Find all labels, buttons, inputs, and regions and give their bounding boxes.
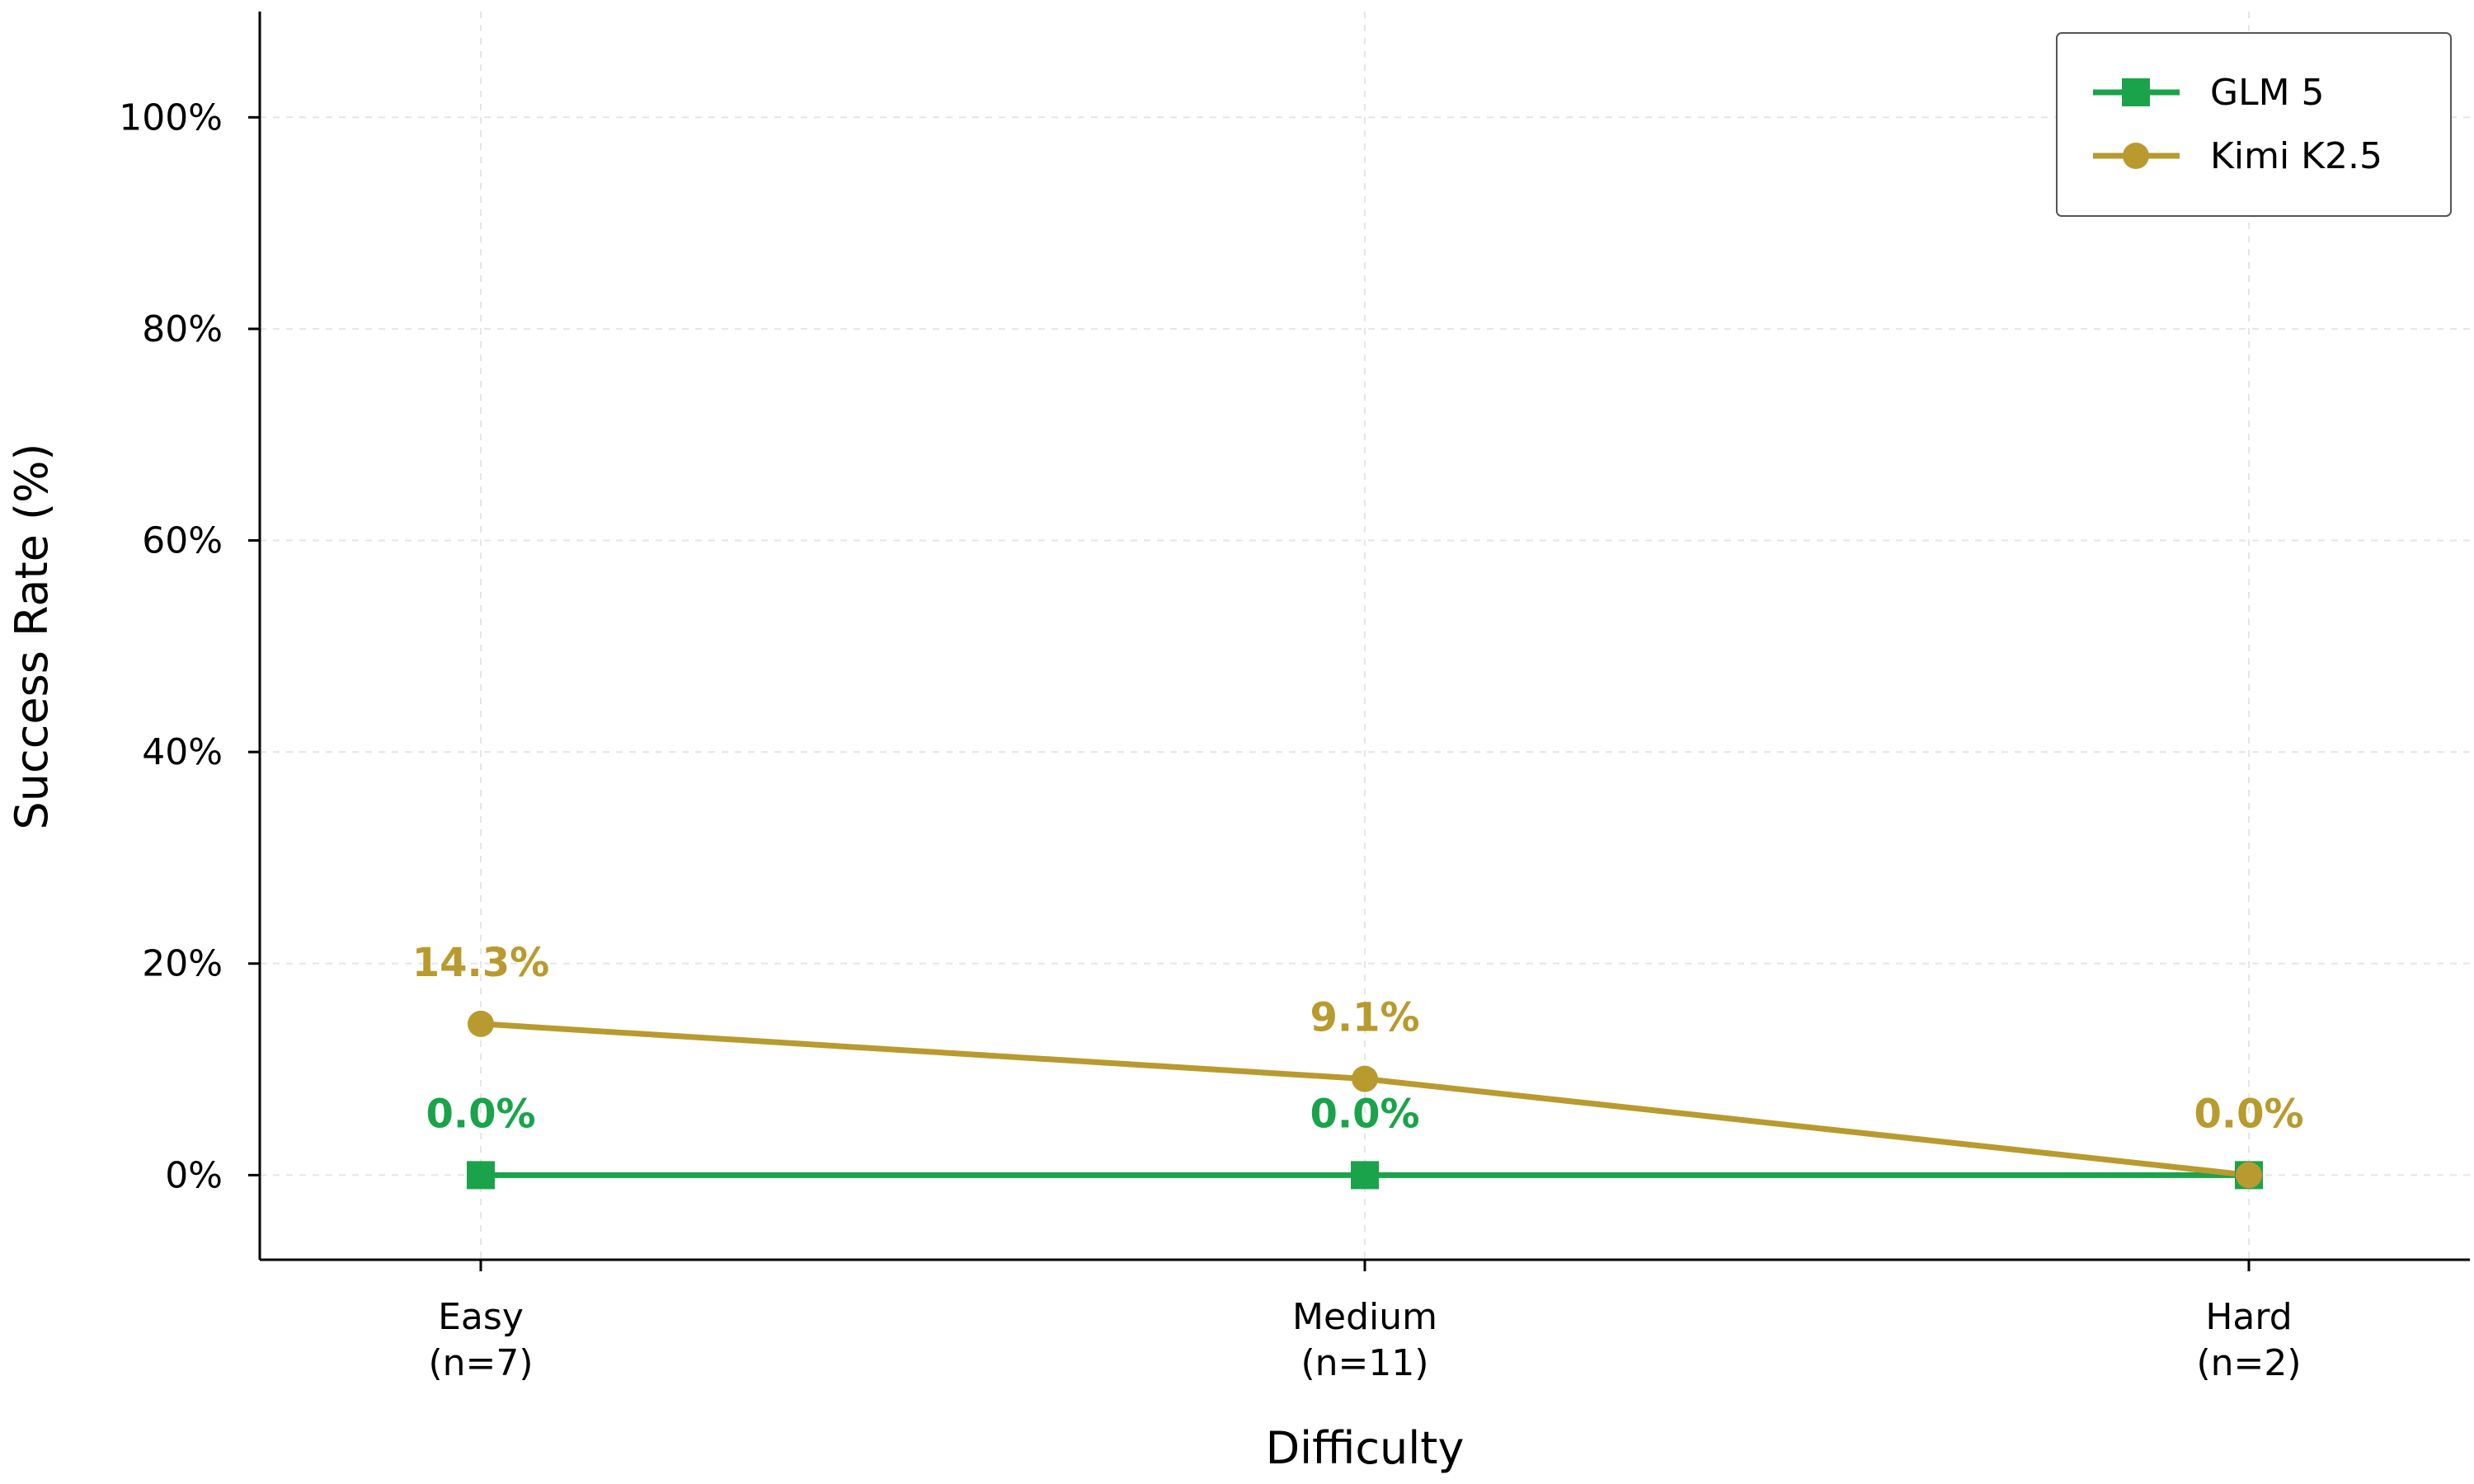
x-ticks: Easy(n=7) Medium(n=11) Hard(n=2) <box>428 1260 2302 1384</box>
x-tick-sublabel: (n=7) <box>428 1342 533 1384</box>
legend-label: GLM 5 <box>2210 72 2325 114</box>
legend: GLM 5 Kimi K2.5 <box>2056 32 2452 217</box>
y-tick-label: 20% <box>142 943 223 985</box>
data-point <box>2236 1162 2262 1189</box>
x-tick-label: Medium <box>1292 1296 1437 1338</box>
y-tick-label: 100% <box>119 96 223 139</box>
legend-marker <box>2122 78 2150 106</box>
data-point <box>467 1161 495 1190</box>
x-axis-title: Difficulty <box>1266 1422 1465 1474</box>
data-label: 0.0% <box>1310 1091 1419 1137</box>
data-labels: 0.0% 0.0% 14.3% 9.1% 0.0% <box>412 940 2304 1137</box>
data-label: 0.0% <box>426 1091 535 1137</box>
x-tick-sublabel: (n=2) <box>2196 1342 2301 1384</box>
y-tick-label: 40% <box>142 731 223 773</box>
data-label: 14.3% <box>412 940 550 986</box>
x-tick-label: Easy <box>438 1296 524 1338</box>
data-point <box>1351 1161 1379 1190</box>
y-tick-label: 80% <box>142 308 223 350</box>
y-ticks: 0% 20% 40% 60% 80% 100% <box>119 96 260 1196</box>
grid <box>260 12 2470 1260</box>
legend-box <box>2056 32 2452 217</box>
data-label: 9.1% <box>1310 995 1419 1041</box>
legend-marker <box>2123 143 2149 169</box>
y-tick-label: 60% <box>142 520 223 562</box>
data-point <box>468 1010 494 1037</box>
y-tick-label: 0% <box>165 1154 223 1196</box>
series <box>467 1010 2263 1190</box>
legend-label: Kimi K2.5 <box>2210 135 2382 177</box>
y-axis-title: Success Rate (%) <box>6 444 58 830</box>
data-label: 0.0% <box>2194 1091 2303 1137</box>
data-point <box>1352 1065 1378 1092</box>
x-tick-sublabel: (n=11) <box>1300 1342 1428 1384</box>
x-tick-label: Hard <box>2205 1296 2292 1338</box>
